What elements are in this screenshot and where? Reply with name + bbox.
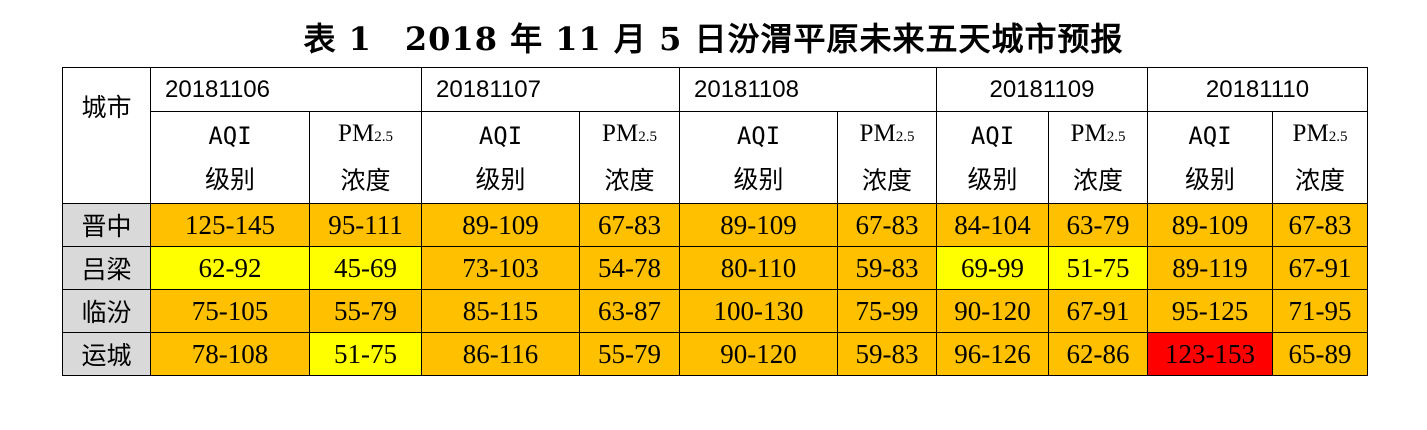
aqi-level-header: AQI 级别 xyxy=(421,111,580,204)
aqi-label: AQI xyxy=(970,121,1015,150)
pm25-value-cell: 63-79 xyxy=(1048,203,1148,247)
aqi-value-cell: 89-119 xyxy=(1147,246,1273,290)
aqi-value-cell: 85-115 xyxy=(421,289,580,333)
aqi-value-cell: 96-126 xyxy=(936,332,1049,376)
pm25-value-cell: 55-79 xyxy=(309,289,422,333)
date-header: 20181110 xyxy=(1147,67,1368,112)
level-label: 级别 xyxy=(967,164,1018,194)
aqi-label: AQI xyxy=(1188,121,1232,150)
pm-label-main: PM xyxy=(602,120,639,147)
table-row: 吕梁 62-92 45-69 73-103 54-78 80-110 59-83 69-99 5… xyxy=(62,246,1368,290)
level-label: 级别 xyxy=(733,164,784,194)
pm25-value-cell: 59-83 xyxy=(837,246,937,290)
date-header: 20181106 xyxy=(150,67,422,112)
pm25-concentration-header: PM2.5 浓度 xyxy=(309,111,422,204)
pm25-value-cell: 67-91 xyxy=(1048,289,1148,333)
aqi-label: AQI xyxy=(478,121,523,150)
aqi-level-header: AQI 级别 xyxy=(1147,111,1273,204)
level-label: 级别 xyxy=(475,164,526,194)
pm25-value-cell: 67-83 xyxy=(579,203,680,247)
aqi-value-cell: 84-104 xyxy=(936,203,1049,247)
pm25-value-cell: 67-83 xyxy=(1272,203,1368,247)
pm25-value-cell: 59-83 xyxy=(837,332,937,376)
aqi-value-cell: 80-110 xyxy=(679,246,838,290)
aqi-value-cell: 75-105 xyxy=(150,289,310,333)
forecast-table: 城市 20181106 20181107 20181108 20181109 2… xyxy=(62,67,1368,376)
table-row: 临汾 75-105 55-79 85-115 63-87 100-130 75-99 90-1… xyxy=(62,289,1368,333)
pm-label: PM2.5 xyxy=(838,112,936,159)
pm25-value-cell: 71-95 xyxy=(1272,289,1368,333)
pm-label-subscript: 2.5 xyxy=(1106,129,1126,145)
table-title: 表 1 2018 年 11 月 5 日汾渭平原未来五天城市预报 xyxy=(303,20,1124,58)
aqi-value-cell: 89-109 xyxy=(1147,203,1273,247)
pm-label: PM2.5 xyxy=(580,112,679,159)
aqi-label: AQI xyxy=(208,121,252,150)
date-header: 20181108 xyxy=(679,67,937,112)
concentration-label: 浓度 xyxy=(1072,166,1123,195)
pm-label: PM2.5 xyxy=(310,112,421,159)
aqi-value-cell: 69-99 xyxy=(936,246,1049,290)
pm-label-main: PM xyxy=(859,120,896,147)
aqi-value-cell: 123-153 xyxy=(1147,332,1273,376)
aqi-level-header: AQI 级别 xyxy=(150,111,310,204)
date-header-row: 城市 20181106 20181107 20181108 20181109 2… xyxy=(62,67,1368,204)
pm25-value-cell: 67-83 xyxy=(837,203,937,247)
pm-label: PM2.5 xyxy=(1273,112,1367,159)
concentration-label: 浓度 xyxy=(604,166,655,195)
table-row: 晋中 125-145 95-111 89-109 67-83 89-109 67-83 84-… xyxy=(62,203,1368,247)
aqi-label: AQI xyxy=(736,121,781,150)
pm25-concentration-header: PM2.5 浓度 xyxy=(837,111,937,204)
concentration-label: 浓度 xyxy=(340,166,391,195)
city-name: 吕梁 xyxy=(62,246,151,290)
city-name: 临汾 xyxy=(62,289,151,333)
pm-label-main: PM xyxy=(1070,120,1107,147)
pm-label-main: PM xyxy=(338,120,375,147)
pm25-value-cell: 65-89 xyxy=(1272,332,1368,376)
city-name: 晋中 xyxy=(62,203,151,247)
aqi-value-cell: 95-125 xyxy=(1147,289,1273,333)
aqi-value-cell: 62-92 xyxy=(150,246,310,290)
pm-label-main: PM xyxy=(1292,120,1329,147)
aqi-value-cell: 100-130 xyxy=(679,289,838,333)
pm25-value-cell: 51-75 xyxy=(1048,246,1148,290)
aqi-value-cell: 89-109 xyxy=(421,203,580,247)
level-label: 级别 xyxy=(204,164,255,194)
table-row: 运城 78-108 51-75 86-116 55-79 90-120 59-83 96-12… xyxy=(62,332,1368,376)
aqi-value-cell: 90-120 xyxy=(679,332,838,376)
aqi-level-header: AQI 级别 xyxy=(679,111,838,204)
pm-label-subscript: 2.5 xyxy=(374,129,393,145)
aqi-value-cell: 90-120 xyxy=(936,289,1049,333)
aqi-value-cell: 78-108 xyxy=(150,332,310,376)
concentration-label: 浓度 xyxy=(1294,166,1345,195)
aqi-value-cell: 73-103 xyxy=(421,246,580,290)
pm25-value-cell: 75-99 xyxy=(837,289,937,333)
concentration-label: 浓度 xyxy=(861,166,912,195)
sub-header-row: AQI 级别 PM2.5 浓度 AQI 级别 PM2.5 浓度 AQI 级别 PM2.5 浓度 AQI 级… xyxy=(63,111,1368,204)
date-header: 20181109 xyxy=(936,67,1148,112)
pm-label-subscript: 2.5 xyxy=(638,129,657,145)
pm-label-subscript: 2.5 xyxy=(1328,129,1348,145)
pm25-concentration-header: PM2.5 浓度 xyxy=(1048,111,1148,204)
aqi-value-cell: 89-109 xyxy=(679,203,838,247)
pm25-value-cell: 55-79 xyxy=(579,332,680,376)
city-name: 运城 xyxy=(62,332,151,376)
pm25-value-cell: 67-91 xyxy=(1272,246,1368,290)
pm25-concentration-header: PM2.5 浓度 xyxy=(1272,111,1368,204)
city-column-header: 城市 xyxy=(62,67,151,204)
pm-label-subscript: 2.5 xyxy=(895,129,915,145)
table-body: 晋中 125-145 95-111 89-109 67-83 89-109 67-83 84-… xyxy=(62,203,1368,376)
pm25-value-cell: 95-111 xyxy=(309,203,422,247)
pm25-value-cell: 45-69 xyxy=(309,246,422,290)
date-header: 20181107 xyxy=(421,67,680,112)
pm25-concentration-header: PM2.5 浓度 xyxy=(579,111,680,204)
aqi-value-cell: 86-116 xyxy=(421,332,580,376)
aqi-level-header: AQI 级别 xyxy=(936,111,1049,204)
level-label: 级别 xyxy=(1184,164,1235,194)
aqi-value-cell: 125-145 xyxy=(150,203,310,247)
pm25-value-cell: 54-78 xyxy=(579,246,680,290)
pm-label: PM2.5 xyxy=(1049,112,1147,159)
pm25-value-cell: 63-87 xyxy=(579,289,680,333)
pm25-value-cell: 51-75 xyxy=(309,332,422,376)
pm25-value-cell: 62-86 xyxy=(1048,332,1148,376)
